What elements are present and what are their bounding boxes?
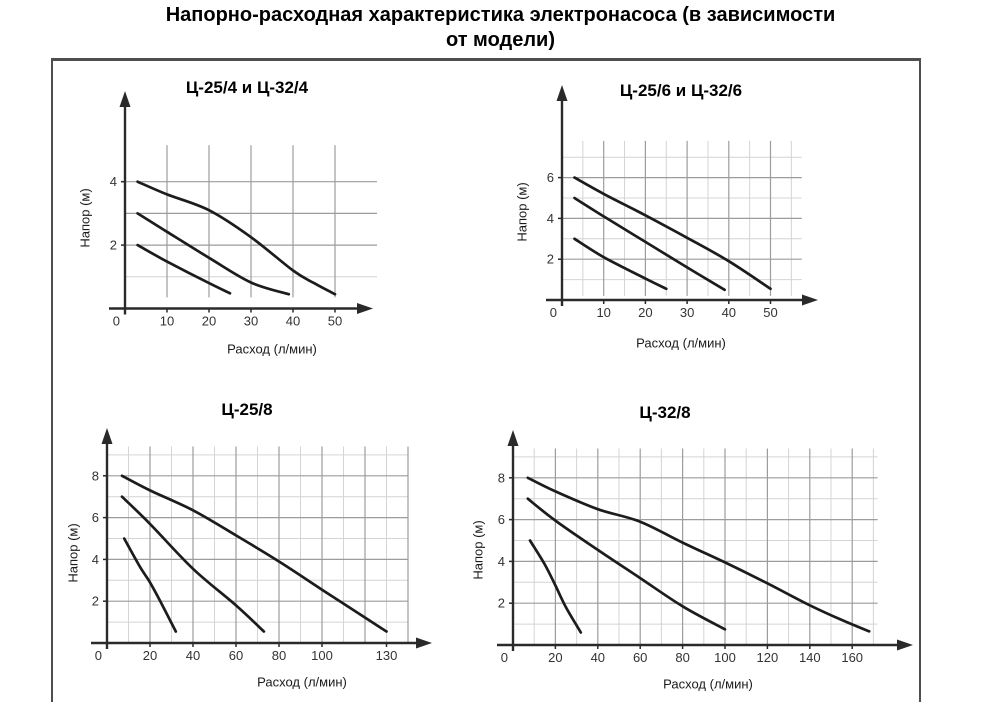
x-tick-label: 40 [722,305,736,320]
chart-c25-6-and-c32-6: Ц-25/6 и Ц-32/6 Напор (м) 10 20 30 40 50 2 4 6 0… [488,70,838,370]
x-tick-label: 50 [763,305,777,320]
x-tick-label: 10 [596,305,610,320]
pump-curve-1 [120,474,388,633]
x-tick-label: 20 [143,648,157,663]
y-tick-label: 2 [110,238,117,253]
y-tick-label: 8 [92,468,99,483]
y-tick-label: 8 [498,470,505,485]
x-tick-label: 20 [202,314,216,329]
x-axis-label: Расход (л/мин) [257,674,347,690]
y-tick-label: 4 [110,174,117,189]
origin-label: 0 [113,314,120,329]
x-axis-arrow-icon [802,294,818,306]
pump-curve-1 [136,180,337,296]
x-axis-arrow-icon [897,639,913,651]
x-tick-label: 40 [186,648,200,663]
x-axis-label: Расход (л/мин) [636,335,726,351]
pump-curve-1 [526,476,871,633]
pump-curve-2 [526,497,727,631]
x-tick-label: 140 [799,650,821,665]
y-axis-arrow-icon [507,430,519,446]
y-tick-label: 4 [498,554,505,569]
pump-curve-3 [136,243,232,295]
pump-curve-3 [573,237,668,291]
x-tick-label: 20 [638,305,652,320]
x-tick-label: 40 [591,650,605,665]
chart-c25-8: Ц-25/8 Напор (м) 20 40 60 80 100 130 2 4 6 8 0 Рас… [52,393,452,698]
y-axis-arrow-icon [101,428,113,444]
x-tick-label: 120 [757,650,779,665]
x-tick-label: 160 [841,650,863,665]
x-tick-label: 30 [680,305,694,320]
chart-c32-8: Ц-32/8 Напор (м) 20 40 60 80 100 120 140 160 2 4 6… [458,393,926,698]
pump-curve-3 [122,537,178,633]
y-tick-label: 2 [498,596,505,611]
x-tick-label: 80 [675,650,689,665]
y-axis-arrow-icon [119,91,131,107]
x-tick-label: 60 [633,650,647,665]
x-axis-arrow-icon [416,637,432,649]
x-axis-arrow-icon [357,303,373,314]
x-axis-label: Расход (л/мин) [227,341,317,357]
origin-label: 0 [501,650,508,665]
page-title-line1: Напорно-расходная характеристика электро… [165,4,836,26]
x-tick-label: 100 [311,648,333,663]
x-tick-label: 130 [376,648,398,663]
x-tick-label: 10 [160,314,174,329]
page-title: Напорно-расходная характеристика электро… [0,3,1001,53]
pump-curve-2 [136,212,291,296]
x-tick-label: 60 [229,648,243,663]
plot-area: 10 20 30 40 50 2 4 6 0 [546,85,818,320]
y-tick-label: 6 [547,170,554,185]
chart-title: Ц-32/8 [639,403,691,422]
x-tick-label: 50 [328,314,342,329]
y-tick-label: 2 [547,252,554,267]
charts-border [51,58,921,702]
y-tick-label: 2 [92,594,99,609]
y-tick-label: 6 [498,512,505,527]
x-tick-label: 40 [286,314,300,329]
y-axis-arrow-icon [556,85,568,101]
chart-title: Ц-25/8 [221,400,273,419]
x-tick-label: 20 [548,650,562,665]
chart-title: Ц-25/6 и Ц-32/6 [619,81,743,100]
chart-title: Ц-25/4 и Ц-32/4 [185,78,309,97]
x-tick-label: 30 [244,314,258,329]
pump-curve-3 [528,539,583,634]
x-tick-label: 100 [714,650,736,665]
origin-label: 0 [550,305,557,320]
origin-label: 0 [95,648,102,663]
y-tick-label: 4 [92,552,99,567]
pump-curve-2 [573,196,726,292]
x-axis-label: Расход (л/мин) [663,676,753,692]
y-tick-label: 4 [547,211,554,226]
y-tick-label: 6 [92,510,99,525]
x-tick-label: 80 [272,648,286,663]
chart-c25-4-and-c32-4: Ц-25/4 и Ц-32/4 Напор (м) 10 20 30 40 50 2 4 0 … [55,70,400,370]
page-title-line2: от модели) [445,29,556,51]
pump-curve-1 [573,176,772,291]
pump-curve-2 [120,495,266,633]
